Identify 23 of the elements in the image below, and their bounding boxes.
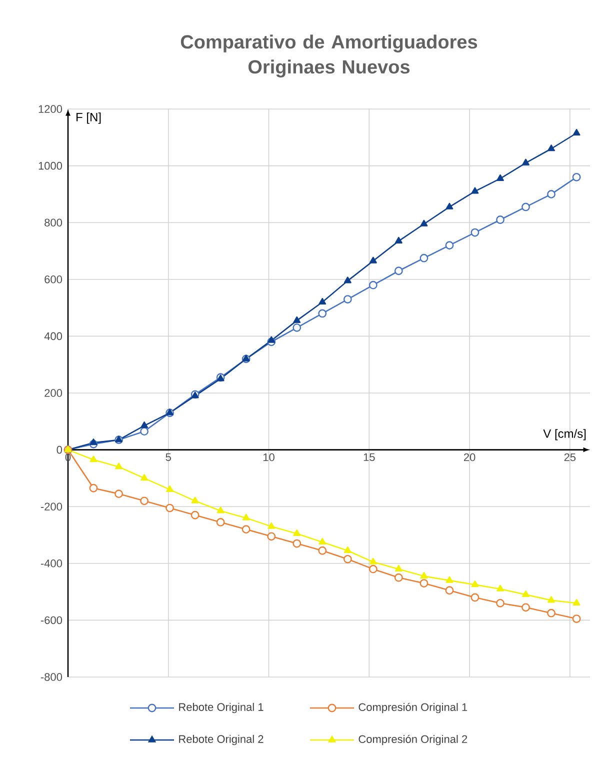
- x-tick-label: 10: [263, 453, 274, 462]
- x-tick-label: 25: [564, 453, 576, 462]
- x-tick-label: 15: [364, 453, 375, 462]
- y-tick-label: -800: [40, 673, 62, 681]
- y-tick-label: 800: [44, 218, 62, 226]
- legend-label: Rebote Original 1: [179, 702, 264, 714]
- y-tick-label: 600: [44, 276, 62, 284]
- y-tick-label: -600: [40, 616, 62, 624]
- x-tick-label: 20: [464, 453, 476, 462]
- y-tick-label: -400: [40, 560, 62, 568]
- y-tick-label: 400: [44, 332, 62, 340]
- legend-label: Compresión Original 2: [358, 734, 468, 746]
- y-axis-title: F [N]: [76, 112, 101, 124]
- y-tick-label: -200: [40, 502, 62, 510]
- y-tick-label: 1000: [38, 162, 62, 170]
- legend-label: Rebote Original 2: [179, 734, 264, 746]
- x-axis-title: V [cm/s]: [543, 429, 586, 440]
- y-tick-label: 0: [56, 446, 62, 454]
- legend-label: Compresión Original 1: [358, 702, 468, 714]
- chart-title: Comparativo de Amortiguadores Originaes Nuevos: [180, 34, 478, 78]
- x-tick-label: 5: [166, 453, 171, 462]
- y-tick-label: 200: [44, 389, 62, 397]
- y-tick-label: 1200: [38, 105, 62, 113]
